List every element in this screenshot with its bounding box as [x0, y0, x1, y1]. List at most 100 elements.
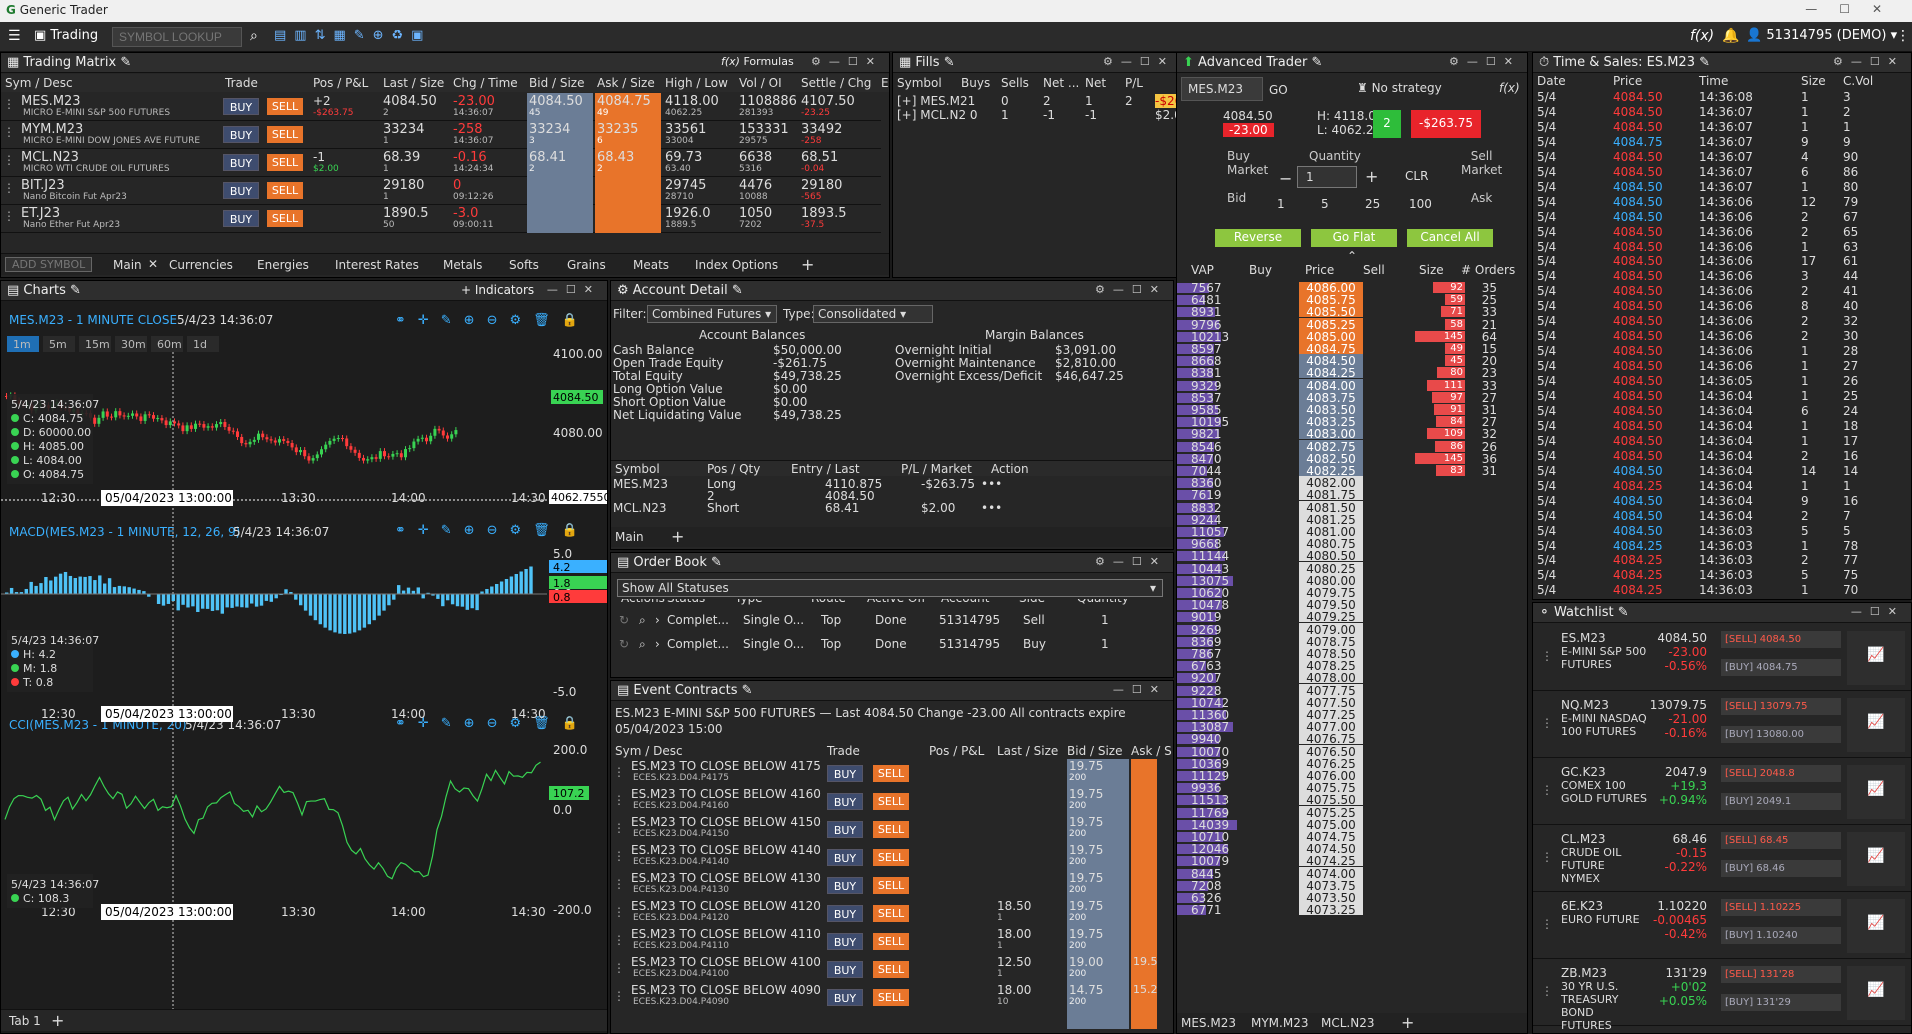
cancel-all-button[interactable]: Cancel All: [1407, 229, 1493, 247]
ladder-row[interactable]: 9585 4083.50 91 31: [1177, 403, 1527, 417]
panel-controls[interactable]: ⚙—☐✕: [1095, 555, 1167, 568]
ladder-row[interactable]: 8546 4082.75 86 26: [1177, 439, 1527, 454]
ladder-row[interactable]: 9207 4078.00: [1177, 671, 1527, 685]
fills-col-header[interactable]: Symbol: [897, 76, 942, 90]
drag-handle-icon[interactable]: ⋮: [1541, 850, 1553, 864]
toolbar-widget-icons[interactable]: ▤▥⇅▦✎⊕♻▣: [274, 28, 432, 43]
matrix-col-header[interactable]: Ask / Size: [597, 76, 655, 90]
ladder-price[interactable]: 4073.75: [1299, 878, 1363, 893]
qty-preset-button[interactable]: 100: [1409, 197, 1432, 211]
ask-cell[interactable]: 68.43 2: [595, 149, 661, 177]
panel-controls[interactable]: ⚙—☐✕: [1095, 283, 1167, 296]
ladder-row[interactable]: 9821 4083.00 109 32: [1177, 427, 1527, 441]
matrix-col-header[interactable]: High / Low: [665, 76, 728, 90]
ladder-price[interactable]: 4083.00: [1299, 427, 1363, 441]
ladder-row[interactable]: 8360 4082.00: [1177, 476, 1527, 490]
bid-cell[interactable]: 33234 3: [527, 121, 593, 149]
watchlist-sell-button[interactable]: [SELL] 1.10225: [1721, 899, 1841, 916]
ladder-price[interactable]: 4076.75: [1299, 732, 1363, 746]
ladder-price[interactable]: 4085.00: [1299, 329, 1363, 344]
event-sell-button[interactable]: SELL: [873, 877, 909, 894]
ladder-price[interactable]: 4085.50: [1299, 305, 1363, 319]
chart-icon[interactable]: 📈: [1847, 765, 1905, 819]
chart-icon[interactable]: 📈: [1847, 698, 1905, 752]
ladder-row[interactable]: 7044 4082.25 83 31: [1177, 464, 1527, 478]
event-buy-button[interactable]: BUY: [827, 933, 863, 950]
ts-col-header[interactable]: Date: [1537, 74, 1566, 88]
matrix-col-header[interactable]: Vol / OI: [739, 76, 782, 90]
watchlist-buy-button[interactable]: [BUY] 2049.1: [1721, 793, 1841, 810]
qty-decrement-button[interactable]: −: [1279, 169, 1293, 188]
interval-button[interactable]: [7, 336, 39, 352]
matrix-col-header[interactable]: Last / Size: [383, 76, 445, 90]
overflow-icon[interactable]: ⋮: [1896, 28, 1910, 44]
ladder-row[interactable]: 8668 4084.50 45 20: [1177, 354, 1527, 368]
add-symbol-tab-button[interactable]: +: [1401, 1013, 1415, 1032]
watchlist-row[interactable]: ⋮ NQ.M23 E-MINI NASDAQ 100 FUTURES 13079.75…: [1533, 692, 1911, 758]
add-chart-tab-button[interactable]: +: [51, 1011, 65, 1030]
type-select[interactable]: Consolidated ▾: [813, 305, 933, 323]
ladder-price[interactable]: 4074.50: [1299, 842, 1363, 856]
panel-controls[interactable]: ⚙—☐✕: [1103, 55, 1175, 68]
interval-label[interactable]: 30m: [121, 338, 146, 351]
event-sell-button[interactable]: SELL: [873, 933, 909, 950]
matrix-row[interactable]: ⋮ MES.M23 MICRO E-MINI S&P 500 FUTURES BUY S…: [1, 93, 881, 121]
chevron-right-icon[interactable]: ›: [655, 613, 660, 627]
panel-controls[interactable]: ⚙—☐✕: [1449, 55, 1521, 68]
event-sell-button[interactable]: SELL: [873, 765, 909, 782]
event-col-header[interactable]: Sym / Desc: [615, 744, 683, 758]
ladder-row[interactable]: 14039 4075.00: [1177, 817, 1527, 832]
account-selector[interactable]: 👤 51314795 (DEMO) ▾: [1746, 28, 1898, 43]
ladder-price[interactable]: 4075.50: [1299, 793, 1363, 807]
ask-cell[interactable]: 4084.75 49: [595, 93, 661, 121]
ladder-row[interactable]: 8597 4084.75 49 15: [1177, 342, 1527, 356]
interval-button[interactable]: [79, 336, 111, 352]
matrix-col-header[interactable]: Trade: [225, 76, 258, 90]
ladder-row[interactable]: 8381 4084.25 80 23: [1177, 366, 1527, 380]
refresh-icon[interactable]: ↻: [619, 637, 630, 651]
ladder-row[interactable]: 8470 4082.50 145 36: [1177, 451, 1527, 466]
event-col-header[interactable]: Ask / S: [1131, 744, 1172, 758]
ladder-price[interactable]: 4082.25: [1299, 464, 1363, 478]
position-action-icon[interactable]: •••: [981, 501, 1003, 515]
position-action-icon[interactable]: •••: [981, 477, 1003, 491]
matrix-row[interactable]: ⋮ BIT.J23 Nano Bitcoin Fut Apr23 BUY SELL 291…: [1, 177, 881, 205]
ladder-row[interactable]: 10620 4079.75: [1177, 586, 1527, 600]
drag-handle-icon[interactable]: ⋮: [1541, 649, 1553, 663]
sell-market-label[interactable]: Sell Market Ask: [1461, 149, 1502, 205]
position-col-header[interactable]: Entry / Last: [791, 462, 860, 476]
formulas-button[interactable]: f(x) Formulas: [721, 55, 794, 68]
ladder-row[interactable]: 6481 4085.75 59 25: [1177, 293, 1527, 307]
event-buy-button[interactable]: BUY: [827, 849, 863, 866]
position-col-header[interactable]: Symbol: [615, 462, 660, 476]
ladder-price[interactable]: 4080.75: [1299, 537, 1363, 551]
event-col-header[interactable]: Trade: [827, 744, 860, 758]
ladder-price[interactable]: 4083.25: [1299, 415, 1363, 429]
buy-market-label[interactable]: Buy Market Bid: [1227, 149, 1268, 205]
drag-handle-icon[interactable]: ⋮: [3, 153, 15, 167]
quantity-input[interactable]: 1: [1297, 166, 1357, 188]
ladder-price[interactable]: 4078.75: [1299, 634, 1363, 649]
go-button[interactable]: GO: [1269, 83, 1288, 97]
fills-col-header[interactable]: Sells: [1001, 76, 1029, 90]
position-col-header[interactable]: Action: [991, 462, 1029, 476]
ladder-price[interactable]: 4076.25: [1299, 756, 1363, 771]
drag-handle-icon[interactable]: ⋮: [1541, 917, 1553, 931]
drag-handle-icon[interactable]: ⋮: [1541, 716, 1553, 730]
watchlist-row[interactable]: ⋮ ZB.M23 30 YR U.S. TREASURY BOND FUTURES 1…: [1533, 960, 1911, 1032]
charts-canvas[interactable]: MES.M23 - 1 MINUTE CLOSE 5/4/23 14:36:07M…: [1, 302, 607, 1016]
interval-button[interactable]: [115, 336, 147, 352]
panel-controls[interactable]: ⚙—☐✕: [811, 55, 883, 68]
panel-controls[interactable]: —☐✕: [546, 283, 601, 296]
watchlist-buy-button[interactable]: [BUY] 1.10240: [1721, 927, 1841, 944]
panel-controls[interactable]: ⚙—☐✕: [1833, 55, 1905, 68]
interval-button[interactable]: [187, 336, 219, 352]
drag-handle-icon[interactable]: ⋮: [613, 765, 625, 779]
matrix-col-header[interactable]: Sym / Desc: [5, 76, 73, 90]
ladder-row[interactable]: 9796 4085.25 58 21: [1177, 317, 1527, 332]
interval-label[interactable]: 1d: [193, 338, 207, 351]
position-col-header[interactable]: Pos / Qty: [707, 462, 761, 476]
ladder-col-header[interactable]: # Orders: [1461, 263, 1516, 277]
drag-handle-icon[interactable]: ⋮: [613, 849, 625, 863]
watchlist-buy-button[interactable]: [BUY] 4084.75: [1721, 659, 1841, 676]
